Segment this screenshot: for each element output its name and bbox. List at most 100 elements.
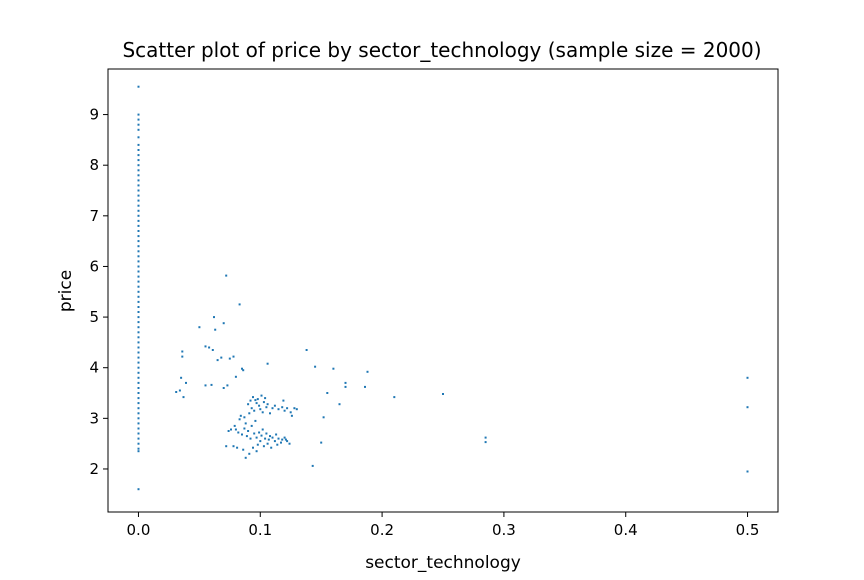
data-point — [280, 441, 282, 444]
data-point — [137, 336, 140, 339]
data-point — [180, 376, 183, 379]
data-point — [266, 362, 269, 365]
x-tick-label: 0.5 — [736, 521, 760, 539]
data-point — [746, 376, 749, 379]
data-point — [204, 384, 207, 387]
data-point — [137, 376, 140, 379]
x-axis-label: sector_technology — [365, 553, 521, 573]
data-point — [305, 349, 308, 351]
data-point — [137, 255, 140, 258]
data-point — [181, 355, 184, 358]
data-point — [181, 350, 184, 353]
data-point — [227, 430, 230, 432]
data-point — [137, 189, 140, 192]
data-point — [222, 322, 225, 325]
data-point — [137, 356, 140, 359]
data-point — [242, 369, 245, 372]
data-point — [137, 235, 140, 238]
data-point — [326, 392, 329, 394]
data-point — [273, 404, 276, 407]
data-point — [289, 411, 292, 414]
data-point — [314, 365, 317, 368]
data-point — [137, 240, 140, 243]
data-point — [137, 250, 140, 253]
data-point — [137, 136, 140, 139]
data-point — [252, 446, 254, 449]
data-point — [137, 280, 140, 283]
data-point — [216, 359, 219, 362]
data-point — [276, 443, 279, 446]
data-point — [137, 407, 140, 410]
data-point — [260, 434, 263, 437]
data-point — [237, 431, 240, 434]
x-tick-label: 0.1 — [248, 521, 272, 539]
data-point — [211, 349, 214, 351]
data-point — [137, 143, 140, 146]
data-point — [182, 396, 185, 399]
data-point — [271, 407, 274, 410]
data-point — [137, 265, 140, 268]
x-axis: 0.0 0.1 0.2 0.3 0.4 0.5 — [127, 512, 760, 539]
data-point — [137, 184, 140, 187]
data-point — [332, 367, 335, 370]
data-point — [249, 399, 252, 402]
y-axis: 2 3 4 5 6 7 8 9 — [89, 106, 108, 478]
data-point — [137, 224, 140, 227]
data-point — [284, 438, 287, 441]
data-point — [137, 366, 140, 369]
data-point — [210, 383, 213, 386]
data-point — [484, 436, 487, 439]
data-point — [286, 407, 289, 410]
data-point — [252, 396, 254, 399]
data-point — [260, 394, 263, 397]
data-point — [338, 403, 341, 406]
data-point — [241, 433, 243, 436]
data-point — [243, 416, 246, 419]
data-point — [364, 385, 366, 388]
data-point — [256, 398, 259, 401]
data-point — [208, 346, 211, 349]
data-point — [137, 427, 140, 430]
data-point — [204, 345, 207, 348]
data-point — [275, 433, 278, 436]
data-point — [137, 351, 140, 354]
data-point — [243, 427, 246, 430]
data-point — [225, 445, 228, 448]
data-point — [137, 113, 140, 116]
data-point — [288, 442, 291, 445]
data-point — [185, 381, 187, 384]
y-axis-label: price — [56, 270, 76, 312]
data-point — [137, 245, 140, 248]
data-point — [253, 432, 256, 435]
data-point — [137, 397, 140, 400]
data-point — [242, 448, 245, 451]
data-point — [265, 432, 268, 435]
data-point — [250, 424, 253, 427]
data-point — [137, 392, 140, 394]
data-point — [256, 443, 259, 446]
data-point — [137, 209, 140, 212]
data-point — [137, 174, 140, 177]
data-point — [248, 452, 251, 455]
data-point — [265, 406, 268, 409]
data-point — [295, 408, 298, 411]
data-point — [261, 411, 264, 414]
data-point — [283, 409, 286, 412]
data-point — [236, 446, 239, 449]
data-point — [137, 164, 140, 167]
data-point — [137, 341, 140, 344]
data-point — [137, 417, 140, 420]
data-point — [290, 414, 293, 417]
data-point — [137, 387, 140, 389]
data-point — [137, 402, 140, 405]
data-point — [281, 406, 284, 409]
data-point — [137, 437, 140, 440]
data-point — [253, 409, 256, 412]
data-point — [245, 435, 248, 438]
data-point — [234, 428, 237, 431]
data-point — [393, 396, 396, 399]
data-point — [137, 270, 140, 273]
data-point — [137, 230, 140, 232]
data-point — [137, 123, 140, 126]
data-point — [266, 403, 269, 406]
